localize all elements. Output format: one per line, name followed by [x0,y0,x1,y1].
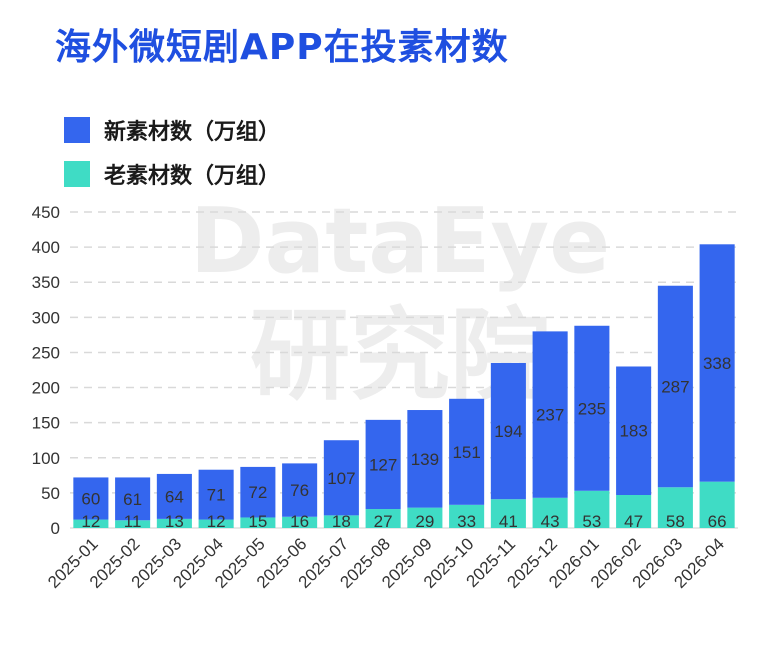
data-label-new: 71 [207,486,226,505]
bar-new [115,477,151,521]
legend-label-old: 老素材数（万组） [104,164,281,189]
data-label-new: 139 [411,450,439,469]
data-label-new: 72 [248,483,267,502]
bar-new [657,285,693,488]
data-label-old: 33 [457,512,476,531]
bar-new [282,463,318,517]
legend-item-new: 新素材数（万组） [64,108,280,152]
watermark: DataEye 研究院 [190,189,610,414]
data-label-old: 29 [415,512,434,531]
bar-old [490,499,526,528]
y-tick-label: 250 [32,343,60,362]
data-label-old: 41 [499,512,518,531]
data-label-old: 11 [124,512,142,531]
bar-new [574,325,610,491]
bar-new [490,362,526,500]
y-tick-label: 50 [41,484,60,503]
data-label-old: 13 [165,512,184,531]
bar-new [365,419,401,510]
bar-old [532,497,568,528]
bar-old [449,504,485,528]
legend-label-new: 新素材数（万组） [104,120,281,145]
bar-new [240,466,276,518]
data-label-new: 60 [81,490,100,509]
bar-old [73,519,109,528]
data-label-new: 127 [369,455,397,474]
data-label-old: 43 [541,512,560,531]
y-tick-label: 450 [32,203,60,222]
y-tick-label: 400 [32,238,60,257]
bar-old [115,520,151,528]
data-label-new: 61 [123,490,142,509]
legend-swatch-new [64,117,90,143]
data-label-old: 53 [582,512,601,531]
data-label-new: 194 [494,422,522,441]
bar-old [198,519,234,528]
bar-new [449,398,485,505]
data-label-old: 12 [207,512,226,531]
bar-old [156,518,192,528]
bar-new [73,477,109,520]
data-label-new: 183 [619,422,647,441]
bar-old [282,516,318,528]
data-label-new: 151 [452,443,480,462]
chart-title: 海外微短剧APP在投素材数 [55,27,509,68]
bar-old [657,487,693,528]
legend-swatch-old [64,161,90,187]
bar-new [323,440,359,516]
data-label-old: 12 [81,512,100,531]
legend-item-old: 老素材数（万组） [64,152,280,196]
bar-new [407,410,443,508]
data-label-new: 287 [661,378,689,397]
legend: 新素材数（万组） 老素材数（万组） [64,108,280,196]
bar-old [616,494,652,528]
bar-old [574,490,610,528]
data-label-old: 47 [624,512,643,531]
y-tick-label: 150 [32,414,60,433]
bar-new [156,473,192,519]
y-tick-label: 100 [32,449,60,468]
bar-new [616,366,652,495]
y-tick-label: 350 [32,273,60,292]
data-label-new: 76 [290,481,309,500]
data-label-new: 64 [165,487,184,506]
bar-old [323,515,359,528]
data-label-new: 338 [703,354,731,373]
watermark-line1: DataEye [190,189,610,294]
bar-old [240,517,276,528]
bar-new [532,331,568,498]
data-label-old: 16 [290,512,309,531]
y-tick-label: 0 [51,519,60,538]
y-tick-label: 300 [32,308,60,327]
bar-old [407,507,443,528]
bar-new [198,469,234,520]
bar-old [365,509,401,528]
bar-old [699,481,735,528]
data-label-old: 18 [332,512,351,531]
data-label-new: 235 [578,399,606,418]
data-label-new: 107 [327,469,355,488]
data-label-old: 15 [248,512,267,531]
data-label-new: 237 [536,406,564,425]
data-label-old: 66 [708,512,727,531]
data-label-old: 58 [666,512,685,531]
data-label-old: 27 [374,512,393,531]
bar-new [699,244,735,482]
y-tick-label: 200 [32,379,60,398]
